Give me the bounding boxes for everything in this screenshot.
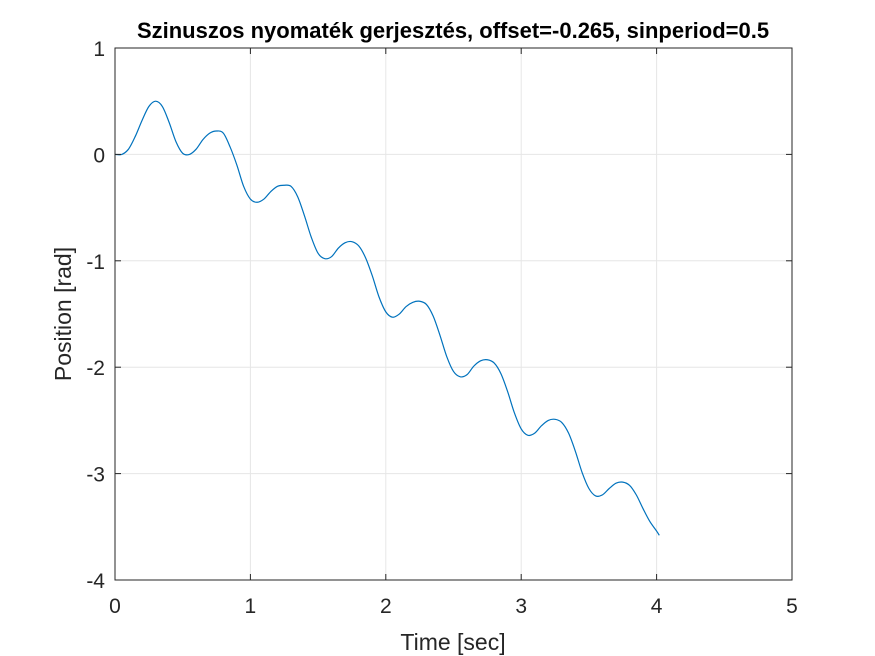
x-tick-label: 5 — [786, 595, 798, 618]
x-tick-label: 0 — [109, 595, 121, 618]
x-tick-label: 3 — [515, 595, 527, 618]
grid-lines — [114, 47, 793, 581]
x-tick-label: 2 — [380, 595, 392, 618]
x-tick-label: 4 — [651, 595, 663, 618]
axes-box — [114, 47, 793, 581]
y-tick-labels: -4 -3 -2 -1 0 1 — [86, 38, 105, 593]
y-tick-label: -1 — [86, 251, 105, 274]
x-tick-label: 1 — [245, 595, 257, 618]
series-line — [114, 100, 660, 536]
y-tick-label: -3 — [86, 464, 105, 487]
x-tick-labels: 0 1 2 3 4 5 — [109, 595, 798, 618]
series-group — [114, 100, 660, 536]
y-tick-label: 0 — [93, 144, 105, 167]
tick-marks — [114, 47, 793, 581]
plot-area — [115, 48, 792, 580]
chart-title: Szinuszos nyomaték gerjesztés, offset=-0… — [137, 18, 769, 43]
y-tick-label: 1 — [93, 38, 105, 61]
y-tick-label: -2 — [86, 357, 105, 380]
y-tick-label: -4 — [86, 570, 105, 593]
x-axis-label: Time [sec] — [400, 629, 505, 655]
y-axis-label: Position [rad] — [50, 247, 76, 381]
